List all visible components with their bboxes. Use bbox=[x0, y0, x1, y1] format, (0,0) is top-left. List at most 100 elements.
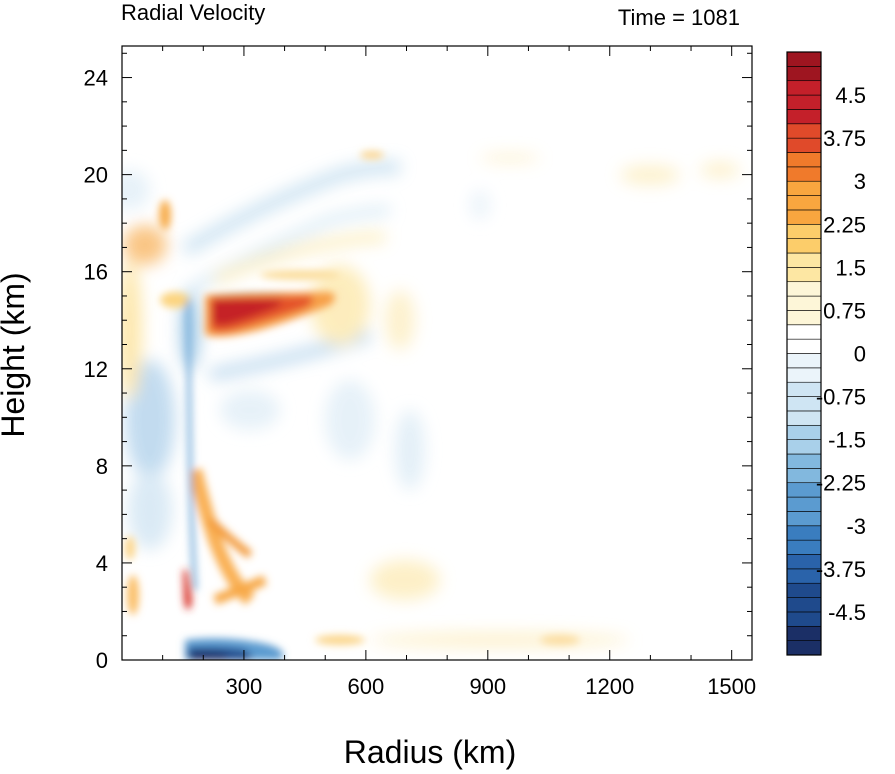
y-tick-label: 16 bbox=[84, 260, 108, 285]
colorbar-swatch bbox=[786, 410, 822, 426]
field-orange-left-low bbox=[127, 575, 139, 615]
y-axis-ticks bbox=[122, 52, 752, 661]
colorbar-swatch bbox=[786, 597, 822, 613]
colorbar-swatch bbox=[786, 223, 822, 239]
colorbar-swatch bbox=[786, 152, 822, 168]
colorbar-swatch bbox=[786, 252, 822, 268]
colorbar-labels: 4.5 3.75 3 2.25 1.5 0.75 0 -0.75 -1.5 -2.25 -3 -3.7… bbox=[816, 83, 866, 625]
field-yellow-tail-2 bbox=[385, 290, 415, 350]
colorbar-label: 3.75 bbox=[823, 126, 866, 151]
field-yellow-upper-1300 bbox=[620, 165, 680, 185]
colorbar-swatch bbox=[786, 611, 822, 627]
field-yellow-lower-2 bbox=[540, 635, 580, 645]
colorbar-swatch bbox=[786, 511, 822, 527]
colorbar-swatch bbox=[786, 267, 822, 283]
colorbar-swatch bbox=[786, 496, 822, 512]
x-axis-ticks bbox=[162, 46, 733, 660]
y-tick-label: 0 bbox=[96, 648, 108, 673]
x-tick-label: 300 bbox=[226, 674, 263, 699]
colorbar-swatch bbox=[786, 353, 822, 369]
colorbar-label: -2.25 bbox=[816, 471, 866, 496]
colorbar-swatch bbox=[786, 166, 822, 182]
colorbar-swatch bbox=[786, 180, 822, 196]
colorbar-swatch bbox=[786, 109, 822, 125]
field-orange-left-low2 bbox=[125, 536, 135, 560]
x-axis-label: Radius (km) bbox=[344, 734, 516, 770]
colorbar-swatch bbox=[786, 640, 822, 656]
x-tick-label: 1200 bbox=[585, 674, 634, 699]
colorbar-swatch bbox=[786, 525, 822, 541]
field-orange-left-upper bbox=[123, 225, 167, 265]
x-tick-label: 600 bbox=[348, 674, 385, 699]
colorbar-label: -0.75 bbox=[816, 385, 866, 410]
colorbar-swatch bbox=[786, 238, 822, 254]
colorbar-label: -4.5 bbox=[828, 600, 866, 625]
field-yellow-left-strip bbox=[122, 260, 142, 400]
colorbar-label: 0 bbox=[854, 342, 866, 367]
field-blue-upper-left bbox=[122, 170, 150, 210]
field-blue-880 bbox=[470, 190, 490, 220]
colorbar-swatch bbox=[786, 66, 822, 82]
field-yellow-200 bbox=[160, 292, 190, 308]
colorbar-swatch bbox=[786, 625, 822, 641]
colorbar-swatch bbox=[786, 123, 822, 139]
field-inflow-core bbox=[190, 651, 228, 660]
chart-title: Radial Velocity bbox=[121, 0, 265, 25]
field-yellow-lower-1 bbox=[315, 635, 365, 645]
colorbar-swatch bbox=[786, 51, 822, 67]
colorbar-swatch bbox=[786, 539, 822, 555]
colorbar-swatch bbox=[786, 310, 822, 326]
colorbar-swatch bbox=[786, 324, 822, 340]
colorbar-swatch bbox=[786, 295, 822, 311]
field-yellow-1-5 bbox=[260, 270, 340, 280]
colorbar-label: 4.5 bbox=[835, 83, 866, 108]
colorbar-swatch bbox=[786, 137, 822, 153]
colorbar-swatch bbox=[786, 94, 822, 110]
colorbar-label: -3.75 bbox=[816, 557, 866, 582]
colorbar-frame bbox=[786, 51, 822, 656]
field-blue-520 bbox=[220, 390, 280, 430]
y-tick-label: 12 bbox=[84, 357, 108, 382]
colorbar-label: 3 bbox=[854, 169, 866, 194]
colorbar-swatch bbox=[786, 195, 822, 211]
field-yellow-upper-600 bbox=[360, 151, 384, 159]
colorbar-swatch bbox=[786, 80, 822, 96]
field-upper-outflow-core bbox=[213, 299, 282, 326]
y-tick-label: 20 bbox=[84, 163, 108, 188]
colorbar-label: 2.25 bbox=[823, 212, 866, 237]
field-yellow-tail-1 bbox=[310, 265, 370, 345]
field-yellow-upper-900 bbox=[480, 154, 540, 162]
colorbar-swatch bbox=[786, 453, 822, 469]
field-blue-streak-upper bbox=[181, 160, 402, 257]
colorbar-swatch bbox=[786, 209, 822, 225]
colorbar-swatch bbox=[786, 424, 822, 440]
field-yellow-streak bbox=[212, 232, 386, 285]
y-tick-label: 4 bbox=[96, 551, 108, 576]
colorbar-label: 0.75 bbox=[823, 298, 866, 323]
x-axis-tick-labels: 300 600 900 1200 1500 bbox=[226, 674, 757, 699]
field-blue-center-2 bbox=[395, 410, 425, 490]
colorbar-swatch bbox=[786, 281, 822, 297]
field-yellow-near-surface bbox=[370, 632, 630, 648]
chart-subtitle: Time = 1081 bbox=[618, 5, 740, 30]
colorbar bbox=[786, 51, 822, 656]
colorbar-swatch bbox=[786, 582, 822, 598]
x-tick-label: 900 bbox=[469, 674, 506, 699]
field-blue-left-mid bbox=[125, 360, 175, 480]
x-tick-label: 1500 bbox=[707, 674, 756, 699]
field-orange-left-top bbox=[159, 200, 171, 230]
field-orange-band-3 bbox=[213, 575, 267, 605]
y-axis-label: Height (km) bbox=[0, 272, 31, 437]
plot-frame bbox=[121, 45, 753, 661]
field-blue-eyewall-core bbox=[186, 299, 197, 591]
field-yellow-low-900 bbox=[370, 560, 440, 600]
colorbar-label: -3 bbox=[846, 514, 866, 539]
y-axis-tick-labels: 0 4 8 12 16 20 24 bbox=[84, 66, 108, 673]
colorbar-swatch bbox=[786, 338, 822, 354]
colorbar-label: -1.5 bbox=[828, 428, 866, 453]
field-orange-eyewall-band-2 bbox=[207, 517, 253, 559]
field-blue-left-low bbox=[128, 470, 172, 550]
field-yellow-upper-1400 bbox=[700, 162, 740, 178]
colorbar-swatch bbox=[786, 439, 822, 455]
